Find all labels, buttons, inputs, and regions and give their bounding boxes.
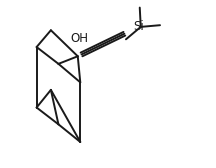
- Text: OH: OH: [70, 32, 88, 45]
- Text: Si: Si: [133, 20, 144, 33]
